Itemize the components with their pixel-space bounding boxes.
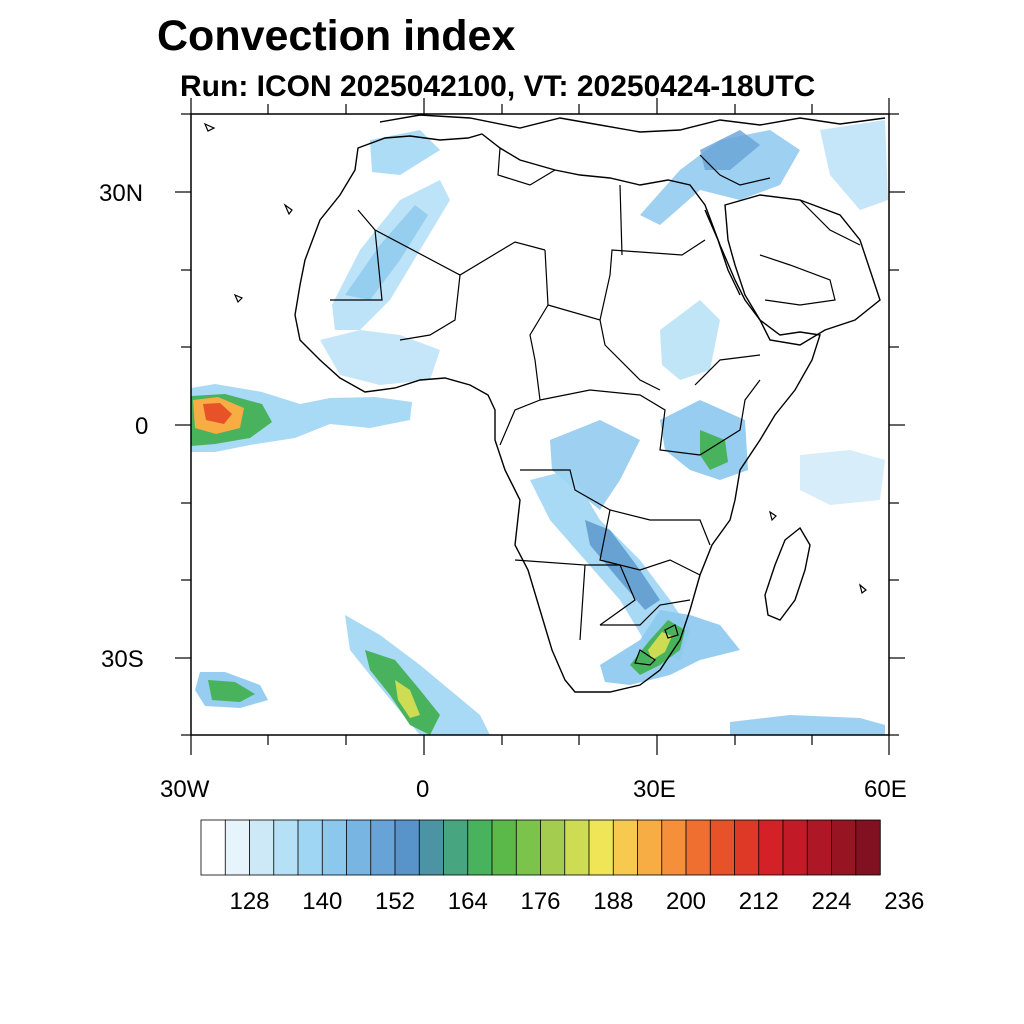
field-patch-south-indian bbox=[730, 715, 885, 735]
colorbar-swatch bbox=[564, 819, 590, 876]
lat-label-30n: 30N bbox=[99, 180, 144, 207]
colorbar-tick-label: 176 bbox=[520, 888, 561, 915]
colorbar-tick-label: 224 bbox=[811, 888, 852, 915]
colorbar-swatch bbox=[637, 819, 663, 876]
colorbar-swatch bbox=[685, 819, 711, 876]
chart-subtitle: Run: ICON 2025042100, VT: 20250424-18UTC bbox=[180, 70, 816, 103]
colorbar-swatch bbox=[855, 819, 881, 876]
arabia-coastline bbox=[724, 194, 881, 346]
colorbar-swatch bbox=[321, 819, 348, 876]
colorbar-swatch bbox=[540, 819, 566, 876]
colorbar-tick-label: 212 bbox=[738, 888, 779, 915]
field-patch-east-med bbox=[700, 130, 760, 170]
colorbar-swatch bbox=[273, 819, 299, 876]
field-patch-atlantic-max bbox=[203, 403, 232, 424]
field-patch-ethiopia bbox=[660, 300, 720, 380]
convection-field bbox=[191, 120, 888, 735]
colorbar-swatch bbox=[831, 819, 857, 876]
lat-label-equator: 0 bbox=[135, 413, 149, 440]
field-patch-sw-atlantic-core bbox=[208, 680, 255, 702]
red-sea-coast bbox=[704, 209, 741, 296]
colorbar-swatch bbox=[394, 819, 420, 876]
axis-ticks bbox=[175, 98, 905, 755]
colorbar-swatch bbox=[661, 819, 687, 876]
field-patch-south-atlantic bbox=[345, 615, 490, 735]
colorbar-swatch bbox=[346, 819, 372, 876]
island-outlines bbox=[203, 122, 867, 595]
lon-label-30e: 30E bbox=[633, 776, 676, 803]
field-patch-indian-ocean bbox=[800, 450, 885, 505]
colorbar-tick-label: 188 bbox=[593, 888, 634, 915]
colorbar-tick-label: 236 bbox=[884, 888, 925, 915]
colorbar-swatch bbox=[443, 819, 469, 876]
colorbar-swatch bbox=[297, 819, 323, 876]
colorbar-swatch bbox=[249, 819, 275, 876]
colorbar-swatch bbox=[515, 819, 542, 876]
lon-label-60e: 60E bbox=[864, 776, 907, 803]
colorbar-swatch bbox=[782, 819, 808, 876]
colorbar bbox=[200, 819, 881, 876]
colorbar-swatch bbox=[370, 819, 396, 876]
colorbar-swatch bbox=[709, 819, 736, 876]
madagascar-coastline bbox=[764, 526, 811, 621]
colorbar-tick-label: 128 bbox=[229, 888, 270, 915]
colorbar-swatch bbox=[491, 819, 517, 876]
colorbar-tick-label: 164 bbox=[447, 888, 488, 915]
field-patch-east-africa-core bbox=[700, 430, 728, 470]
colorbar-swatch bbox=[588, 819, 614, 876]
colorbar-swatch bbox=[224, 819, 251, 876]
field-patch-nw-africa-2 bbox=[345, 205, 428, 300]
colorbar-swatch bbox=[200, 819, 226, 876]
lat-label-30s: 30S bbox=[101, 646, 144, 673]
chart-title: Convection index bbox=[157, 12, 516, 60]
europe-coastline bbox=[379, 114, 886, 133]
colorbar-swatch bbox=[418, 819, 445, 876]
field-patch-iran bbox=[820, 120, 888, 210]
field-patch-south-africa-hot bbox=[648, 632, 672, 660]
colorbar-tick-label: 200 bbox=[665, 888, 707, 915]
colorbar-tick-label: 152 bbox=[374, 888, 416, 915]
colorbar-tick-label: 140 bbox=[302, 888, 343, 915]
field-patch-south-atlantic-hot bbox=[395, 680, 420, 718]
colorbar-swatch bbox=[467, 819, 493, 876]
field-patch-west-africa bbox=[320, 330, 440, 385]
africa-coastline bbox=[294, 133, 821, 693]
field-patch-maghreb bbox=[370, 130, 440, 175]
colorbar-swatch bbox=[758, 819, 784, 876]
coastlines bbox=[294, 114, 886, 693]
field-patch-levant bbox=[640, 130, 800, 225]
colorbar-swatch bbox=[734, 819, 760, 876]
lon-label-30w: 30W bbox=[160, 776, 210, 803]
colorbar-swatch bbox=[806, 819, 833, 876]
colorbar-swatch bbox=[612, 819, 639, 876]
country-borders bbox=[330, 147, 861, 666]
lon-label-0: 0 bbox=[416, 776, 430, 803]
